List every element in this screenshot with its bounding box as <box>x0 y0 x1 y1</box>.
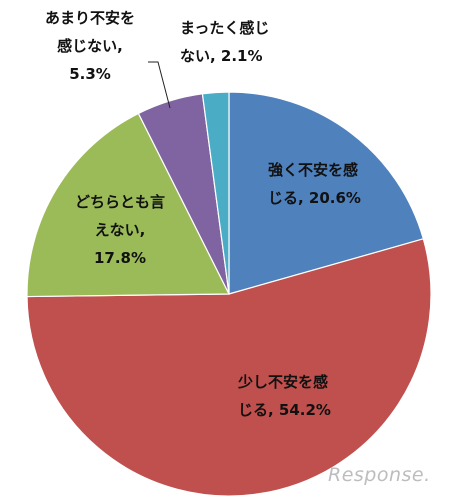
slice-label-slightly-anxious: 少し不安を感 じる, 54.2% <box>238 373 331 419</box>
slice-not-at-all <box>201 91 230 295</box>
slice-label-neither: どちらとも言 えない, 17.8% <box>74 193 165 267</box>
slice-label-not-at-all: まったく感じ ない, 2.1% <box>180 19 270 65</box>
slice-label-not-very-anxious: あまり不安を 感じない, 5.3% <box>44 9 135 83</box>
response-watermark: Response. <box>328 464 431 486</box>
slice-label-strongly-anxious: 強く不安を感 じる, 20.6% <box>268 161 361 207</box>
slice-slightly-anxious <box>26 238 432 497</box>
leader-line-not-very-anxious <box>148 61 171 109</box>
slice-strongly-anxious <box>228 91 425 295</box>
slice-neither <box>26 112 230 298</box>
